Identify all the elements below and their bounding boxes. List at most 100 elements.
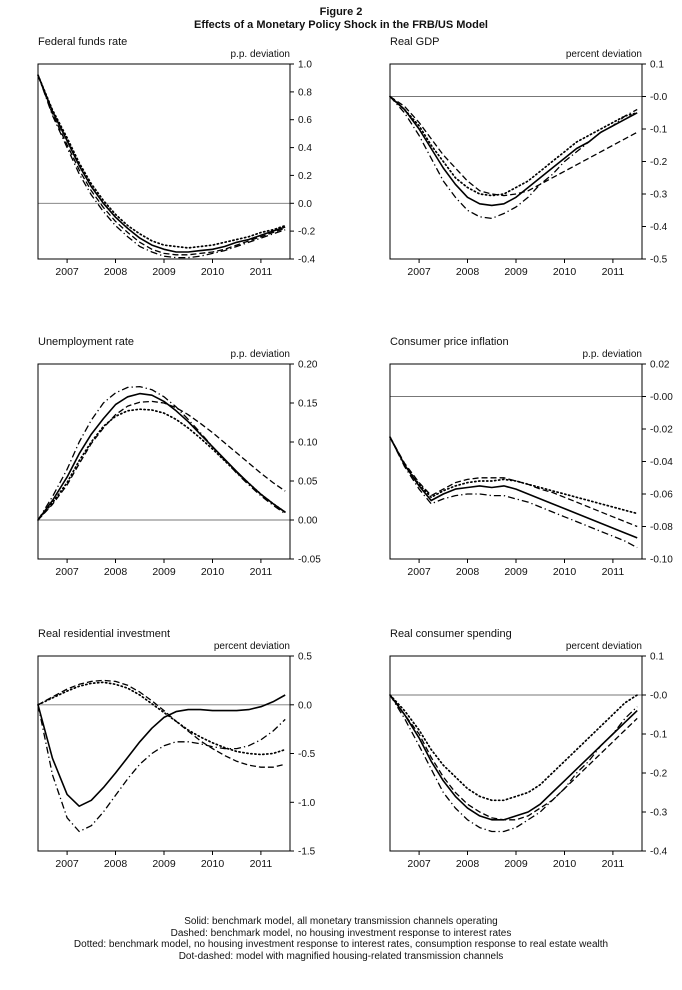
y-tick-label: -0.4 — [298, 255, 316, 266]
panel-unit-label: percent deviation — [565, 49, 642, 60]
x-tick-label: 2007 — [407, 266, 431, 278]
chart-svg-unemployment-rate: 0.20 0.15 0.10 0.05 0.00 -0.05 2007 2008 2009 201… — [37, 360, 321, 578]
x-tick-label: 2007 — [407, 858, 431, 870]
y-tick-label: 0.00 — [298, 516, 318, 527]
panel-consumer-price-inflation: Consumer price inflation p.p. deviation … — [372, 336, 680, 594]
figure-number: Figure 2 — [319, 6, 363, 18]
y-tick-label: -0.4 — [650, 847, 668, 858]
y-tick-label: -0.0 — [650, 691, 668, 702]
series-dashed-line — [389, 95, 638, 197]
panel-unemployment-rate: Unemployment rate p.p. deviation 0.20 0.1… — [20, 336, 328, 594]
x-tick-label: 2008 — [456, 858, 480, 870]
y-tick-label: -0.1 — [650, 730, 668, 741]
panel-title: Real GDP — [390, 36, 440, 48]
x-tick-label: 2010 — [201, 566, 225, 578]
chart-svg-consumer-price-inflation: 0.02 -0.00 -0.02 -0.04 -0.06 -0.08 -0.10 2007 20… — [389, 360, 673, 578]
legend-line-dot-dashed: Dot-dashed: model with magnified housing… — [178, 950, 504, 962]
y-tick-label: -0.5 — [298, 749, 316, 760]
panel-unit-label: p.p. deviation — [230, 49, 291, 60]
x-tick-label: 2011 — [602, 566, 625, 578]
series-dashed-line — [37, 679, 286, 768]
series-dotted-line — [37, 408, 287, 521]
x-tick-label: 2007 — [55, 858, 79, 870]
y-tick-label: 0.0 — [298, 700, 312, 711]
series-dashed-line — [389, 694, 638, 821]
series-dashed-line — [37, 74, 286, 256]
legend-line-solid: Solid: benchmark model, all monetary tra… — [184, 916, 498, 927]
y-tick-label: -0.05 — [298, 555, 321, 566]
x-tick-label: 2009 — [504, 566, 528, 578]
y-tick-label: 0.6 — [298, 115, 312, 126]
series-dotted-line — [389, 436, 639, 515]
y-tick-label: -0.5 — [650, 255, 668, 266]
x-tick-label: 2010 — [201, 266, 225, 278]
panel-unit-label: percent deviation — [565, 641, 642, 652]
x-tick-label: 2008 — [456, 266, 480, 278]
x-tick-label: 2007 — [407, 566, 431, 578]
y-tick-label: 0.0 — [298, 199, 312, 210]
panel-unit-label: percent deviation — [213, 641, 290, 652]
panel-unit-label: p.p. deviation — [582, 349, 643, 360]
x-tick-label: 2011 — [602, 266, 625, 278]
chart-svg-real-consumer-spending: 0.1 -0.0 -0.1 -0.2 -0.3 -0.4 2007 2008 2009 2010 2… — [389, 652, 668, 870]
x-tick-label: 2008 — [104, 858, 128, 870]
x-tick-label: 2009 — [504, 266, 528, 278]
series-dot-dashed-line — [389, 96, 638, 220]
x-tick-label: 2011 — [250, 566, 273, 578]
x-tick-label: 2011 — [602, 858, 625, 870]
y-tick-label: -0.2 — [650, 769, 668, 780]
figure-title: Effects of a Monetary Policy Shock in th… — [194, 19, 488, 31]
panel-federal-funds-rate: Federal funds rate p.p. deviation 1.0 0.8… — [20, 36, 328, 294]
x-tick-label: 2007 — [55, 566, 79, 578]
series-solid-line — [389, 95, 638, 207]
x-tick-label: 2009 — [152, 858, 176, 870]
y-tick-label: -0.08 — [650, 522, 673, 533]
y-tick-label: 0.1 — [650, 60, 664, 71]
chart-svg-real-gdp: 0.1 -0.0 -0.1 -0.2 -0.3 -0.4 -0.5 2007 2008 2009 2… — [389, 60, 668, 278]
y-tick-label: -1.0 — [298, 798, 316, 809]
y-tick-label: -0.0 — [650, 92, 668, 103]
plot-frame — [389, 63, 643, 260]
series-solid-line — [37, 694, 286, 807]
x-tick-label: 2009 — [152, 266, 176, 278]
chart-svg-federal-funds-rate: 1.0 0.8 0.6 0.4 0.2 0.0 -0.2 -0.4 2007 2008 2009 20… — [37, 60, 316, 278]
panel-title: Unemployment rate — [38, 336, 134, 348]
plot-frame — [389, 363, 643, 560]
x-tick-label: 2011 — [250, 858, 273, 870]
series-dot-dashed-line — [37, 74, 286, 259]
legend-line-dotted: Dotted: benchmark model, no housing inve… — [73, 939, 609, 950]
y-tick-label: 0.05 — [298, 477, 318, 488]
y-tick-label: 0.15 — [298, 399, 318, 410]
y-tick-label: -0.04 — [650, 457, 673, 468]
series-solid-line — [389, 694, 638, 821]
legend-note: Solid: benchmark model, all monetary tra… — [0, 916, 682, 962]
y-tick-label: -0.2 — [650, 157, 668, 168]
panel-title: Real residential investment — [38, 628, 171, 640]
series-dot-dashed-line — [37, 704, 286, 833]
panel-title: Real consumer spending — [390, 628, 512, 640]
y-tick-label: 0.20 — [298, 360, 318, 371]
x-tick-label: 2010 — [553, 566, 577, 578]
series-solid-line — [37, 74, 286, 253]
series-dashed-line — [389, 436, 638, 528]
y-tick-label: -0.4 — [650, 222, 668, 233]
y-tick-label: -0.06 — [650, 490, 673, 501]
y-tick-label: -0.10 — [650, 555, 673, 566]
series-solid-line — [389, 436, 638, 539]
y-tick-label: 0.1 — [650, 652, 664, 663]
series-dot-dashed-line — [389, 694, 638, 833]
panel-real-residential-investment: Real residential investment percent devi… — [20, 628, 328, 886]
y-tick-label: 0.5 — [298, 652, 312, 663]
x-tick-label: 2009 — [504, 858, 528, 870]
y-tick-label: -1.5 — [298, 847, 316, 858]
panel-real-gdp: Real GDP percent deviation 0.1 -0.0 -0.1 -0… — [372, 36, 680, 294]
legend-line-dashed: Dashed: benchmark model, no housing inve… — [170, 927, 512, 939]
series-dotted-line — [389, 694, 639, 802]
y-tick-label: -0.1 — [650, 125, 668, 136]
x-tick-label: 2010 — [201, 858, 225, 870]
series-dotted-line — [37, 681, 287, 756]
panel-title: Consumer price inflation — [390, 336, 509, 348]
y-tick-label: 0.8 — [298, 87, 312, 98]
y-tick-label: 0.02 — [650, 360, 670, 371]
x-tick-label: 2008 — [456, 566, 480, 578]
